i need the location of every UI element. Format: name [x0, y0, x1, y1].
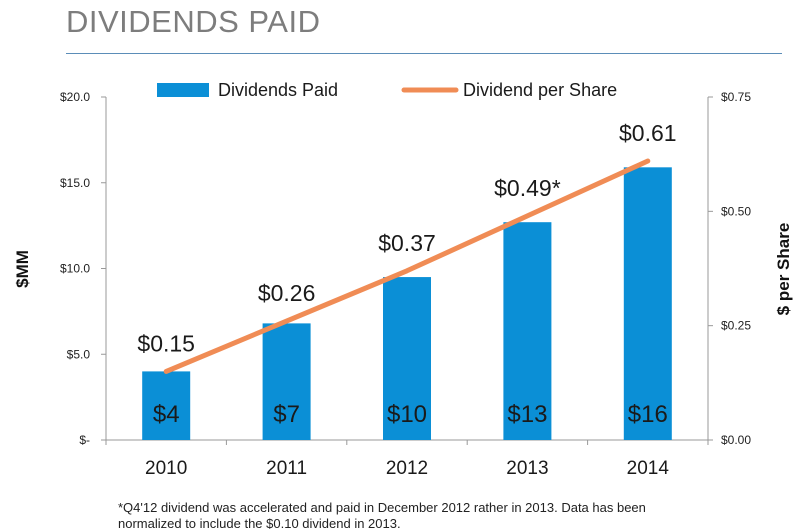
legend-label-dividends-paid: Dividends Paid: [218, 80, 338, 100]
left-axis-tick-label: $10.0: [60, 262, 90, 276]
right-axis-tick-label: $0.25: [721, 319, 751, 333]
left-axis-tick-label: $20.0: [60, 90, 90, 104]
bar-value-label: $16: [628, 401, 668, 428]
bar-value-label: $13: [507, 401, 547, 428]
x-axis-tick-label: 2010: [145, 458, 187, 479]
left-axis-tick-label: $-: [79, 433, 90, 447]
footnote: *Q4'12 dividend was accelerated and paid…: [118, 500, 678, 532]
right-axis-tick-label: $0.50: [721, 204, 751, 218]
bar-value-label: $4: [153, 401, 180, 428]
line-value-label: $0.37: [378, 230, 436, 256]
left-axis-tick-label: $15.0: [60, 176, 90, 190]
line-value-label: $0.49*: [494, 175, 561, 201]
bar-value-label: $10: [387, 401, 427, 428]
left-axis-label: $MM: [13, 250, 32, 288]
x-axis-tick-label: 2012: [386, 458, 428, 479]
x-axis-tick-label: 2014: [627, 458, 670, 479]
right-axis-label: $ per Share: [774, 223, 793, 316]
right-axis-tick-label: $0.00: [721, 433, 751, 447]
bar-dividends-paid: [624, 167, 672, 440]
x-axis-tick-label: 2011: [266, 458, 307, 479]
line-value-label: $0.61: [619, 120, 677, 146]
line-value-label: $0.15: [137, 330, 195, 356]
legend-swatch-dividends-paid: [157, 83, 209, 97]
left-axis-tick-label: $5.0: [67, 347, 91, 361]
line-value-label: $0.26: [258, 280, 316, 306]
x-axis-tick-label: 2013: [506, 458, 548, 479]
bar-value-label: $7: [273, 401, 300, 428]
right-axis-tick-label: $0.75: [721, 90, 751, 104]
legend-label-dividend-per-share: Dividend per Share: [463, 80, 617, 100]
